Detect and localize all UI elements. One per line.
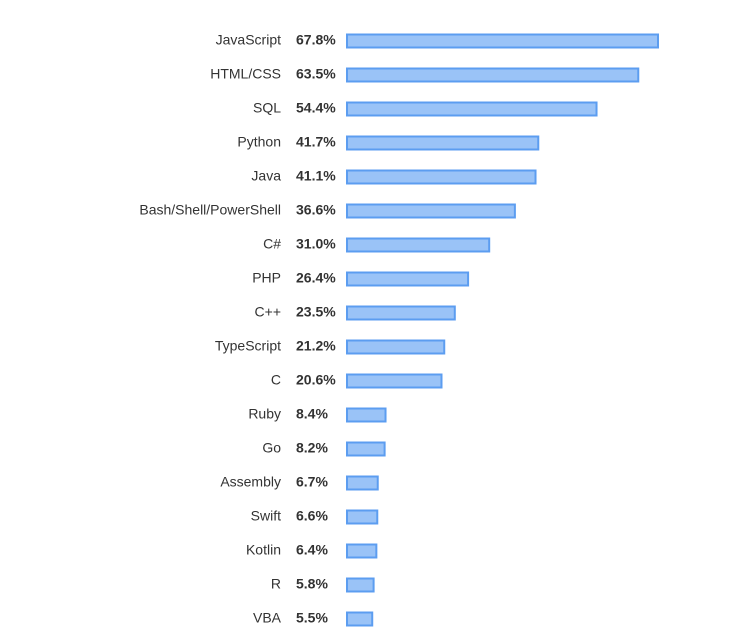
category-label: PHP	[252, 270, 281, 286]
value-label: 5.8%	[296, 576, 328, 592]
value-label: 26.4%	[296, 270, 336, 286]
bar	[346, 441, 386, 457]
bar	[346, 67, 640, 83]
value-label: 8.4%	[296, 406, 328, 422]
bar	[346, 373, 443, 389]
category-label: SQL	[253, 100, 281, 116]
value-label: 23.5%	[296, 304, 336, 320]
value-label: 20.6%	[296, 372, 336, 388]
bar	[346, 33, 659, 49]
category-label: C	[271, 372, 281, 388]
value-label: 31.0%	[296, 236, 336, 252]
value-label: 8.2%	[296, 440, 328, 456]
category-label: Kotlin	[246, 542, 281, 558]
bar	[346, 611, 374, 627]
category-label: TypeScript	[215, 338, 281, 354]
bar	[346, 305, 456, 321]
bar	[346, 339, 446, 355]
value-label: 63.5%	[296, 66, 336, 82]
category-label: Go	[262, 440, 281, 456]
category-label: R	[271, 576, 281, 592]
bar	[346, 475, 379, 491]
value-label: 6.7%	[296, 474, 328, 490]
bar	[346, 135, 540, 151]
value-label: 41.1%	[296, 168, 336, 184]
bar	[346, 271, 470, 287]
value-label: 6.6%	[296, 508, 328, 524]
category-label: Python	[237, 134, 281, 150]
value-label: 41.7%	[296, 134, 336, 150]
value-label: 67.8%	[296, 32, 336, 48]
value-label: 36.6%	[296, 202, 336, 218]
bar	[346, 169, 537, 185]
bar	[346, 237, 491, 253]
value-label: 5.5%	[296, 610, 328, 626]
category-label: VBA	[253, 610, 282, 626]
category-label: C#	[263, 236, 281, 252]
category-label: Java	[251, 168, 281, 184]
category-label: C++	[255, 304, 281, 320]
category-label: Swift	[251, 508, 281, 524]
value-label: 6.4%	[296, 542, 328, 558]
value-label: 21.2%	[296, 338, 336, 354]
category-label: Ruby	[248, 406, 281, 422]
category-label: HTML/CSS	[210, 66, 281, 82]
category-label: Bash/Shell/PowerShell	[139, 202, 281, 218]
bar	[346, 577, 375, 593]
bar	[346, 543, 378, 559]
bar	[346, 407, 387, 423]
category-label: JavaScript	[216, 32, 281, 48]
value-label: 54.4%	[296, 100, 336, 116]
category-label: Assembly	[220, 474, 281, 490]
bar	[346, 203, 516, 219]
bar	[346, 101, 598, 117]
bar	[346, 509, 379, 525]
